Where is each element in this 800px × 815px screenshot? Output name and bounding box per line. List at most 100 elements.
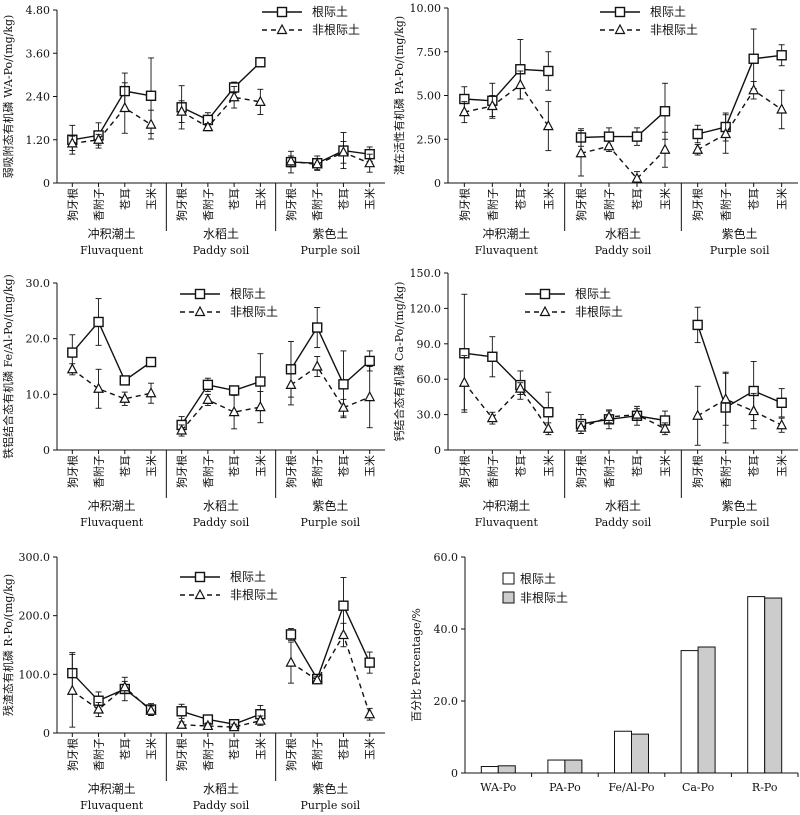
y-tick-label: 0 (451, 767, 458, 780)
group-label-cn: 冲积潮土 (88, 781, 136, 796)
x-tick-label: 狗牙根 (691, 455, 705, 488)
data-point (313, 362, 322, 371)
data-point (339, 630, 348, 639)
data-point (365, 392, 374, 401)
x-tick-label: 苍耳 (337, 188, 350, 210)
data-point (339, 380, 348, 389)
legend-marker-nonrhizo (196, 590, 205, 599)
legend-label-rhizo: 根际土 (230, 287, 266, 301)
legend-label-nonrhizo: 非根际土 (312, 23, 360, 37)
data-point (365, 709, 374, 718)
series-line (698, 90, 782, 150)
data-point (120, 376, 129, 385)
x-tick-label: 香附子 (485, 188, 499, 221)
x-tick-label: 香附子 (310, 188, 324, 221)
x-tick-label: 苍耳 (228, 188, 241, 210)
group-label-en: Fluvaquent (80, 799, 144, 812)
data-point (605, 141, 614, 150)
x-tick-label: 香附子 (602, 455, 616, 488)
series-non-rhizosphere (68, 83, 374, 172)
y-tick-label: 100.0 (19, 668, 51, 681)
x-tick-label: 玉米 (254, 738, 267, 760)
group-label-cn: 冲积潮土 (482, 226, 530, 241)
data-point (749, 406, 758, 415)
series-line (182, 711, 261, 724)
data-point (147, 91, 156, 100)
legend-marker-rhizo (616, 8, 625, 17)
series-line (291, 635, 370, 714)
x-tick-label: 玉米 (145, 455, 158, 477)
data-point (777, 51, 786, 60)
data-point (749, 54, 758, 63)
x-tick-label: 香附子 (92, 188, 106, 221)
x-tick-label: 玉米 (776, 188, 789, 210)
x-tick-label: 玉米 (254, 188, 267, 210)
y-tick-label: 0 (434, 177, 441, 190)
data-point (147, 358, 156, 367)
bar-non-rhizosphere (765, 598, 782, 773)
panel-2: 0 2.50 5.00 7.50 10.00 潜在活性有机磷 PA-Po/(mg/kg) 狗… (392, 2, 798, 257)
y-tick-label: 5.00 (417, 90, 442, 103)
y-tick-label: 120.0 (410, 302, 442, 315)
data-point (633, 132, 642, 141)
series-line (464, 383, 548, 429)
data-point (286, 380, 295, 389)
x-tick-label: 香附子 (92, 455, 106, 488)
y-axis-label: 弱吸附态有机磷 WA-Po/(mg/kg) (1, 15, 15, 179)
bar-rhizosphere (748, 597, 765, 773)
y-axis-label: 钙结合态有机磷 Ca-Po/(mg/kg) (392, 282, 406, 442)
x-tick-label: 苍耳 (119, 188, 132, 210)
legend-marker-rhizo (196, 573, 205, 582)
x-tick-label: 香附子 (201, 455, 215, 488)
legend-label-nonrhizo: 非根际土 (520, 591, 568, 605)
x-tick-label: 苍耳 (337, 738, 350, 760)
legend-marker-rhizo (196, 290, 205, 299)
x-tick-label: Fe/Al-Po (608, 781, 654, 794)
series-line (698, 55, 782, 134)
series-line (291, 328, 370, 385)
x-tick-label: 狗牙根 (65, 738, 79, 771)
data-point (120, 103, 129, 112)
y-tick-label: 40.0 (434, 623, 459, 636)
group-label-cn: 冲积潮土 (88, 226, 136, 241)
panel-1: 0 1.20 2.40 3.60 4.80 弱吸附态有机磷 WA-Po/(mg/kg) 狗牙… (1, 4, 385, 257)
panel-6-bar-chart: 020.040.060.0百分比 Percentage/%WA-Po PA-Po F… (410, 551, 798, 794)
x-tick-label: 狗牙根 (175, 738, 189, 771)
data-point (460, 378, 469, 387)
x-tick-label: 苍耳 (228, 455, 241, 477)
x-tick-label: 狗牙根 (175, 455, 189, 488)
bar-non-rhizosphere (698, 647, 715, 773)
x-tick-label: 苍耳 (119, 738, 132, 760)
group-label-en: Fluvaquent (475, 244, 539, 257)
y-tick-label: 4.80 (26, 4, 51, 17)
group-label-cn: 紫色土 (312, 499, 348, 513)
y-axis-label: 残渣态有机磷 R-Po/(mg/kg) (1, 574, 15, 716)
y-axis-label: 潜在活性有机磷 PA-Po/(mg/kg) (392, 16, 406, 175)
group-label-cn: 紫色土 (722, 499, 758, 513)
panel-3: 010.020.030.0铁铝结合态有机磷 Fe/Al-Po/(mg/kg)狗牙… (1, 274, 385, 529)
figure: 01.202.403.604.80弱吸附态有机磷 WA-Po/(mg/kg)狗牙… (0, 0, 800, 815)
x-tick-label: WA-Po (480, 781, 516, 794)
legend-label-rhizo: 根际土 (575, 287, 611, 301)
group-label-cn: 水稻土 (605, 499, 641, 513)
series-rhizosphere (460, 29, 786, 146)
x-tick-label: 香附子 (719, 188, 733, 221)
y-tick-label: 2.40 (26, 91, 51, 104)
legend-label-rhizo: 根际土 (312, 5, 348, 19)
x-tick-label: 香附子 (485, 455, 499, 488)
group-label-en: Paddy soil (193, 516, 250, 529)
x-tick-label: 玉米 (659, 188, 672, 210)
data-point (94, 317, 103, 326)
x-tick-label: 狗牙根 (457, 455, 471, 488)
data-point (693, 145, 702, 154)
legend: 根际土非根际土 (262, 5, 360, 37)
series-line (72, 687, 151, 711)
group-label-cn: 紫色土 (312, 782, 348, 796)
x-tick-label: 狗牙根 (574, 455, 588, 488)
y-tick-label: 0 (43, 727, 50, 740)
data-point (177, 720, 186, 729)
series-line (581, 146, 665, 178)
x-tick-label: 苍耳 (631, 455, 644, 477)
panel-4: 0 30.0 60.0 90.0 120.0 150.0 钙结合态有机磷 Ca-Po/(mg… (392, 267, 798, 529)
